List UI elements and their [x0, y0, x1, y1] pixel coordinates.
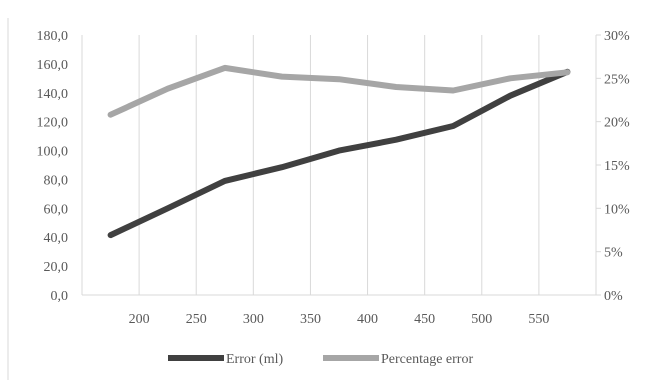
right-axis-tick-label: 5% [604, 246, 623, 261]
x-axis-tick-label: 200 [129, 312, 150, 327]
left-axis-tick-label: 140,0 [37, 87, 69, 102]
series-line-error-ml [107, 68, 571, 239]
left-axis-tick-label: 40,0 [44, 231, 69, 246]
right-axis-tick-label: 15% [604, 159, 630, 174]
right-axis-ticks: 0% 5% 10% 15% 20% 25% 30% [596, 29, 630, 304]
x-axis-tick-label: 250 [186, 312, 207, 327]
left-axis-ticks: 0,0 20,0 40,0 60,0 80,0 100,0 120,0 140,0 160,0 1… [37, 29, 69, 304]
legend-label: Percentage error [381, 352, 473, 367]
left-axis-tick-label: 160,0 [37, 58, 69, 73]
series-lines [107, 64, 571, 239]
left-axis-tick-label: 180,0 [37, 29, 69, 44]
legend: Error (ml) Percentage error [168, 352, 473, 367]
right-axis-tick-label: 25% [604, 72, 630, 87]
x-axis-tick-label: 550 [528, 312, 549, 327]
axes [81, 35, 597, 296]
x-axis-tick-label: 350 [300, 312, 321, 327]
left-axis-tick-label: 100,0 [37, 145, 69, 160]
left-axis-tick-label: 60,0 [44, 202, 69, 217]
right-axis-tick-label: 20% [604, 116, 630, 131]
right-axis-tick-label: 10% [604, 202, 630, 217]
x-axis-ticks: 200 250 300 350 400 450 500 550 [129, 312, 550, 327]
series-line-percentage-error [107, 64, 571, 118]
legend-label: Error (ml) [226, 352, 283, 367]
x-axis-tick-label: 300 [243, 312, 264, 327]
right-axis-tick-label: 0% [604, 289, 623, 304]
right-axis-tick-label: 30% [604, 29, 630, 44]
left-axis-tick-label: 0,0 [51, 289, 69, 304]
left-axis-tick-label: 120,0 [37, 116, 69, 131]
left-axis-tick-label: 20,0 [44, 260, 69, 275]
x-axis-tick-label: 400 [357, 312, 378, 327]
gridlines [81, 35, 597, 295]
x-axis-tick-label: 450 [414, 312, 435, 327]
x-axis-tick-label: 500 [471, 312, 492, 327]
left-axis-tick-label: 80,0 [44, 173, 69, 188]
